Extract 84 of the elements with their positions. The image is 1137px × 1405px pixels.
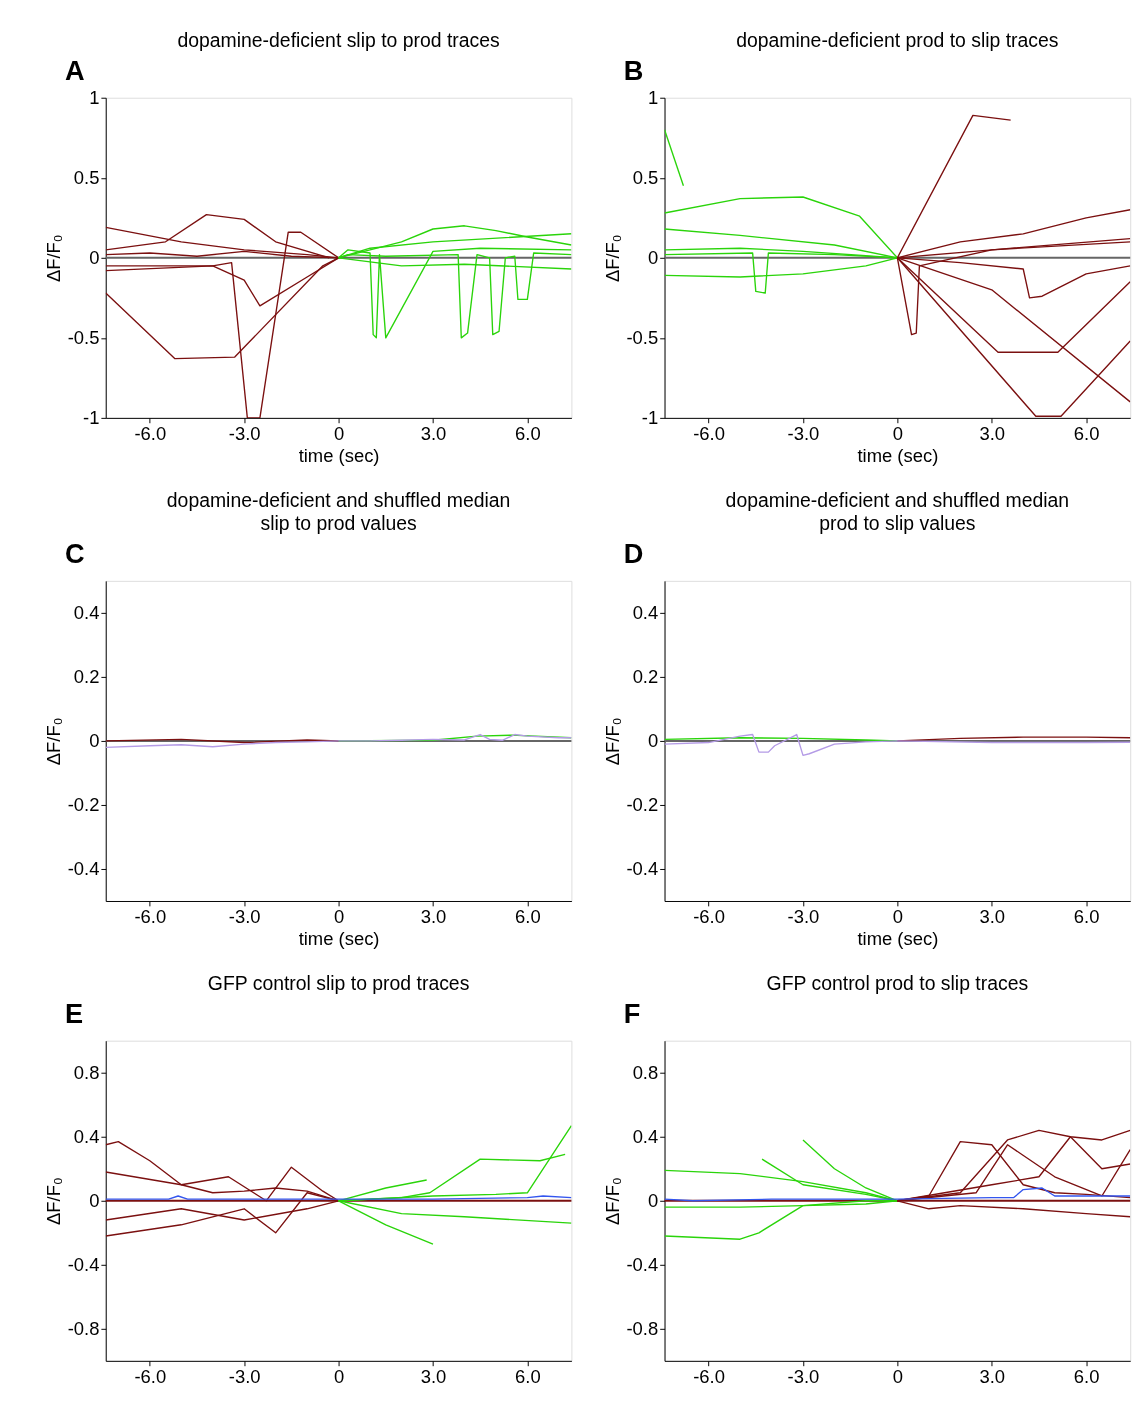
y-tick-label: 0.8 xyxy=(73,1062,100,1084)
x-tick-label: 3.0 xyxy=(979,905,1006,927)
y-tick-label: -0.4 xyxy=(626,858,659,880)
x-tick-label: -6.0 xyxy=(134,422,167,444)
y-axis-title: ΔF/F₀ xyxy=(42,1177,64,1226)
x-tick-label: 0 xyxy=(892,905,903,927)
text: C xyxy=(65,538,85,570)
x-tick-label: 0 xyxy=(892,1365,903,1387)
y-tick-label: -0.4 xyxy=(67,858,100,880)
y-tick-label: 0.4 xyxy=(73,1126,100,1148)
x-tick-label: 6.0 xyxy=(1073,1365,1100,1387)
x-tick-label: 3.0 xyxy=(979,422,1006,444)
text: E xyxy=(65,998,84,1030)
y-tick-label: 0 xyxy=(647,730,659,752)
y-tick-label: -0.8 xyxy=(67,1318,100,1340)
y-tick-label: -0.4 xyxy=(626,1254,659,1276)
x-tick-label: 6.0 xyxy=(515,1365,541,1387)
y-tick-label: -0.5 xyxy=(626,327,659,349)
x-tick-label: -3.0 xyxy=(787,1365,820,1387)
x-tick-label: 3.0 xyxy=(420,905,447,927)
y-tick-label: 0.8 xyxy=(632,1062,659,1084)
chart-subtitle: prod to slip values xyxy=(819,512,976,535)
y-tick-label: -0.2 xyxy=(67,794,100,816)
y-tick-label: 0.2 xyxy=(632,666,659,688)
x-tick-label: 0 xyxy=(333,422,345,444)
x-axis-title: time (sec) xyxy=(857,928,939,950)
y-tick-label: -0.5 xyxy=(67,327,100,349)
x-tick-label: -6.0 xyxy=(693,422,725,444)
y-tick-label: 0.4 xyxy=(632,1126,659,1148)
y-tick-label: 0.5 xyxy=(632,167,659,189)
x-tick-label: -3.0 xyxy=(228,422,261,444)
x-tick-label: 3.0 xyxy=(420,1365,447,1387)
y-axis-title: ΔF/F₀ xyxy=(601,717,623,766)
chart-title: GFP control slip to prod traces xyxy=(207,972,470,995)
y-tick-label: 0.4 xyxy=(632,602,659,624)
x-tick-label: -3.0 xyxy=(787,905,820,927)
y-tick-label: 0 xyxy=(647,247,659,269)
y-tick-label: 0 xyxy=(89,1190,100,1212)
x-axis-title: time (sec) xyxy=(857,445,939,467)
x-tick-label: 0 xyxy=(892,422,903,444)
x-tick-label: -3.0 xyxy=(228,905,261,927)
x-tick-label: 3.0 xyxy=(979,1365,1006,1387)
chart-title: dopamine-deficient slip to prod traces xyxy=(177,29,500,52)
y-tick-label: -1 xyxy=(83,407,100,429)
y-axis-title: ΔF/F₀ xyxy=(42,234,64,283)
chart-title: GFP control prod to slip traces xyxy=(766,972,1029,995)
y-axis-title: ΔF/F₀ xyxy=(601,234,623,283)
chart-title: dopamine-deficient and shuffled median xyxy=(166,489,511,512)
x-tick-label: 6.0 xyxy=(1073,905,1100,927)
y-tick-label: 0 xyxy=(89,247,100,269)
x-tick-label: -6.0 xyxy=(134,905,167,927)
y-axis-title: ΔF/F₀ xyxy=(601,1177,623,1226)
y-tick-label: 1 xyxy=(89,87,100,109)
x-tick-label: 6.0 xyxy=(515,422,541,444)
y-tick-label: 0.5 xyxy=(73,167,100,189)
y-tick-label: -0.8 xyxy=(626,1318,659,1340)
y-tick-label: 0 xyxy=(89,730,100,752)
x-tick-label: -6.0 xyxy=(134,1365,167,1387)
y-tick-label: 0.4 xyxy=(73,602,100,624)
x-axis-title: time (sec) xyxy=(298,928,380,950)
x-tick-label: -3.0 xyxy=(787,422,820,444)
text: A xyxy=(65,55,85,87)
x-tick-label: -3.0 xyxy=(228,1365,261,1387)
text: F xyxy=(623,998,641,1030)
x-tick-label: 3.0 xyxy=(420,422,447,444)
y-tick-label: 0.2 xyxy=(73,666,100,688)
x-tick-label: -6.0 xyxy=(693,1365,725,1387)
y-axis-title: ΔF/F₀ xyxy=(42,717,64,766)
x-axis-title: time (sec) xyxy=(298,445,380,467)
y-tick-label: -0.2 xyxy=(626,794,659,816)
chart-subtitle: slip to prod values xyxy=(260,512,417,535)
chart-title: dopamine-deficient and shuffled median xyxy=(725,489,1070,512)
chart-title: dopamine-deficient prod to slip traces xyxy=(736,29,1059,52)
x-tick-label: 0 xyxy=(333,1365,345,1387)
y-tick-label: -1 xyxy=(641,407,659,429)
y-tick-label: 1 xyxy=(647,87,659,109)
x-tick-label: 0 xyxy=(333,905,345,927)
text: B xyxy=(623,55,644,87)
x-tick-label: 6.0 xyxy=(515,905,541,927)
x-tick-label: -6.0 xyxy=(693,905,725,927)
text: D xyxy=(623,538,644,570)
x-tick-label: 6.0 xyxy=(1073,422,1100,444)
y-tick-label: 0 xyxy=(647,1190,659,1212)
y-tick-label: -0.4 xyxy=(67,1254,100,1276)
